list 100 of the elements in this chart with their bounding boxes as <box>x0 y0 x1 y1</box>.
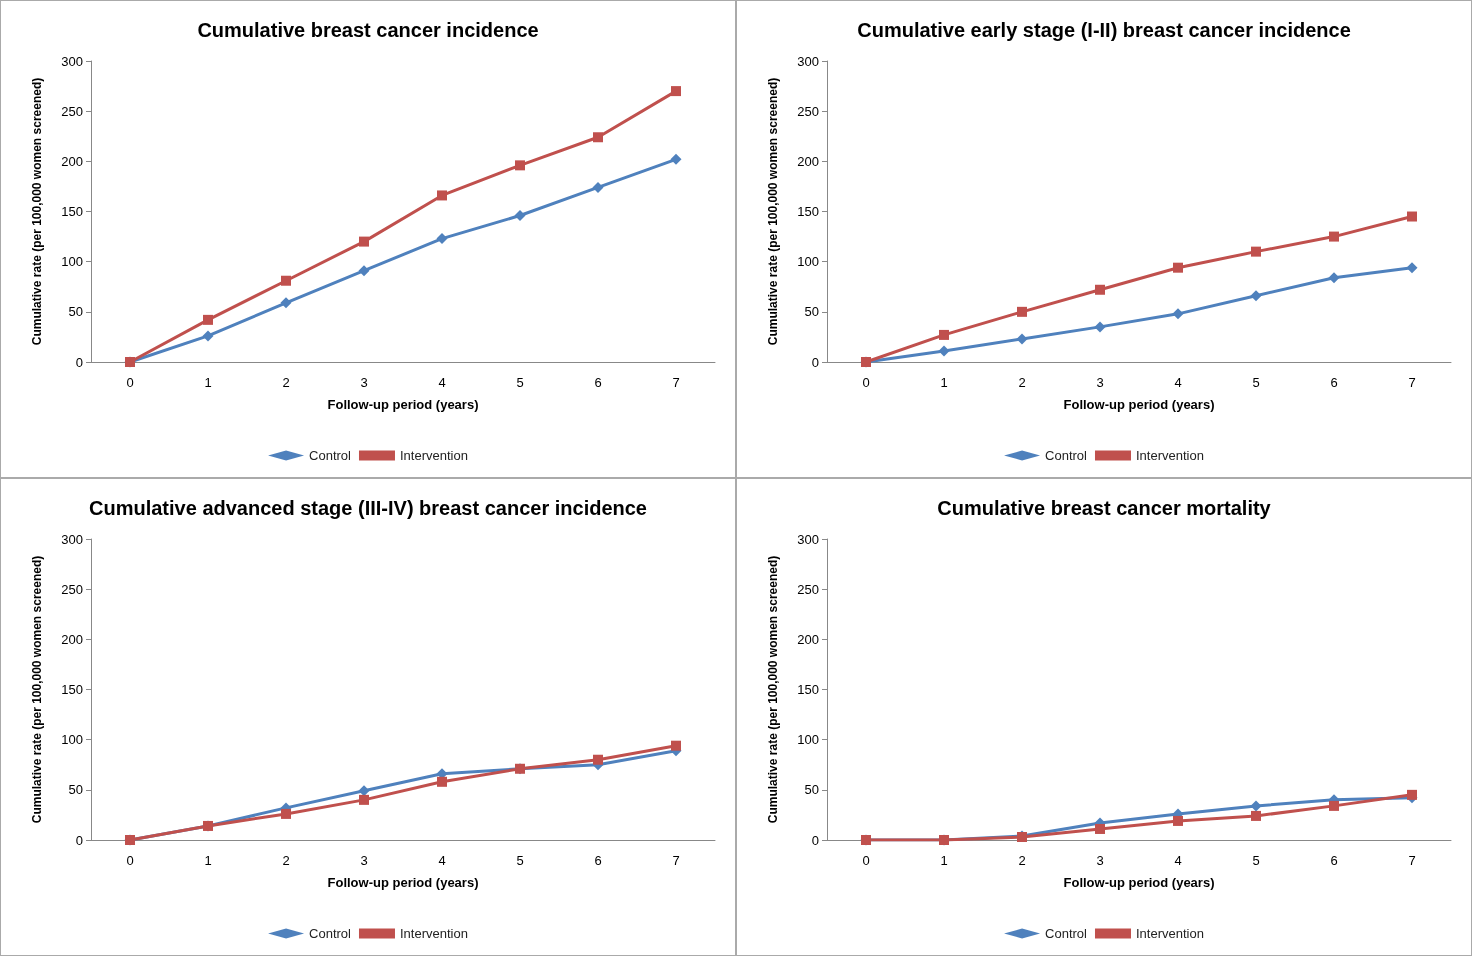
y-tick-label: 150 <box>61 204 83 219</box>
y-tick-label: 50 <box>804 304 819 320</box>
x-tick-label: 3 <box>360 853 368 868</box>
x-tick-label: 6 <box>594 375 602 390</box>
point <box>593 754 603 765</box>
x-tick-label: 5 <box>516 853 524 868</box>
point <box>1329 800 1339 811</box>
point <box>203 314 213 325</box>
legend-label: Intervention <box>399 926 468 941</box>
x-tick-label: 2 <box>282 853 290 868</box>
x-tick-label: 5 <box>1252 375 1260 390</box>
x-tick-label: 4 <box>1174 375 1182 390</box>
point <box>1407 211 1417 222</box>
chart-title: Cumulative early stage (I-II) breast cancer incidence <box>857 19 1351 41</box>
point <box>1173 815 1183 826</box>
point <box>1406 262 1418 274</box>
point <box>359 794 369 805</box>
x-tick-label: 2 <box>1018 853 1026 868</box>
x-tick-label: 4 <box>438 853 446 868</box>
y-tick-label: 200 <box>797 631 819 647</box>
y-tick-label: 0 <box>811 832 819 848</box>
point <box>436 233 448 245</box>
point <box>1095 284 1105 295</box>
point <box>437 190 447 201</box>
x-tick-label: 6 <box>1330 375 1338 390</box>
legend-label: Control <box>309 926 352 941</box>
x-axis-title: Follow-up period (years) <box>1063 397 1215 412</box>
y-tick-label: 300 <box>61 53 83 69</box>
legend-label: Intervention <box>399 448 468 463</box>
y-tick-label: 0 <box>811 354 819 370</box>
chart-title: Cumulative breast cancer mortality <box>937 497 1272 519</box>
y-tick-label: 0 <box>75 832 83 848</box>
point <box>1251 246 1261 257</box>
point <box>1173 262 1183 273</box>
point <box>202 330 214 342</box>
x-tick-label: 0 <box>126 375 134 390</box>
y-tick-label: 250 <box>61 103 83 119</box>
point <box>939 329 949 340</box>
y-tick-label: 300 <box>797 53 819 69</box>
y-tick-label: 100 <box>797 254 819 270</box>
y-tick-label: 50 <box>68 304 83 320</box>
y-tick-label: 150 <box>797 682 819 697</box>
x-tick-label: 1 <box>204 375 212 390</box>
point <box>280 297 292 309</box>
x-tick-label: 2 <box>1018 375 1026 390</box>
point <box>514 210 526 222</box>
x-tick-label: 6 <box>1330 853 1338 868</box>
y-tick-label: 250 <box>61 581 83 597</box>
x-axis-title: Follow-up period (years) <box>1063 875 1215 890</box>
legend-label: Intervention <box>1135 448 1204 463</box>
point <box>1407 789 1417 800</box>
point <box>671 86 681 97</box>
point <box>1017 306 1027 317</box>
y-axis-title: Cumulative rate (per 100,000 women screened) <box>766 77 780 346</box>
point <box>938 345 950 357</box>
y-tick-label: 0 <box>75 354 83 370</box>
y-axis-title: Cumulative rate (per 100,000 women screened) <box>30 77 44 346</box>
x-axis-title: Follow-up period (years) <box>327 397 479 412</box>
x-tick-label: 6 <box>594 853 602 868</box>
point <box>359 236 369 247</box>
chart-title: Cumulative advanced stage (III-IV) breast cancer incidence <box>89 497 647 519</box>
point <box>1250 800 1262 812</box>
legend-label: Control <box>1045 448 1088 463</box>
x-tick-label: 7 <box>1408 853 1416 868</box>
x-tick-label: 5 <box>1252 853 1260 868</box>
chart-title: Cumulative breast cancer incidence <box>197 19 539 41</box>
y-tick-label: 100 <box>797 732 819 748</box>
y-tick-label: 200 <box>797 153 819 169</box>
x-tick-label: 4 <box>1174 853 1182 868</box>
point <box>1094 321 1106 333</box>
x-tick-label: 1 <box>204 853 212 868</box>
x-tick-label: 0 <box>126 853 134 868</box>
point <box>592 181 604 193</box>
point <box>593 132 603 143</box>
y-tick-label: 50 <box>804 782 819 798</box>
legend-label: Intervention <box>1135 926 1204 941</box>
point <box>670 153 682 165</box>
point <box>1172 308 1184 320</box>
x-tick-label: 3 <box>360 375 368 390</box>
point <box>281 275 291 286</box>
y-tick-label: 300 <box>61 531 83 547</box>
y-tick-label: 100 <box>61 254 83 270</box>
y-axis-title: Cumulative rate (per 100,000 women screened) <box>766 555 780 824</box>
y-tick-label: 200 <box>61 631 83 647</box>
legend-label: Control <box>309 448 352 463</box>
x-tick-label: 4 <box>438 375 446 390</box>
point <box>1095 823 1105 834</box>
y-axis-title: Cumulative rate (per 100,000 women screened) <box>30 555 44 824</box>
point <box>515 160 525 171</box>
point <box>1328 272 1340 284</box>
legend-label: Control <box>1045 926 1088 941</box>
y-tick-label: 200 <box>61 153 83 169</box>
y-tick-label: 100 <box>61 732 83 748</box>
x-tick-label: 1 <box>940 853 948 868</box>
x-tick-label: 3 <box>1096 375 1104 390</box>
point <box>1329 231 1339 242</box>
x-tick-label: 0 <box>862 375 870 390</box>
x-tick-label: 5 <box>516 375 524 390</box>
point <box>281 808 291 819</box>
y-tick-label: 150 <box>61 682 83 697</box>
